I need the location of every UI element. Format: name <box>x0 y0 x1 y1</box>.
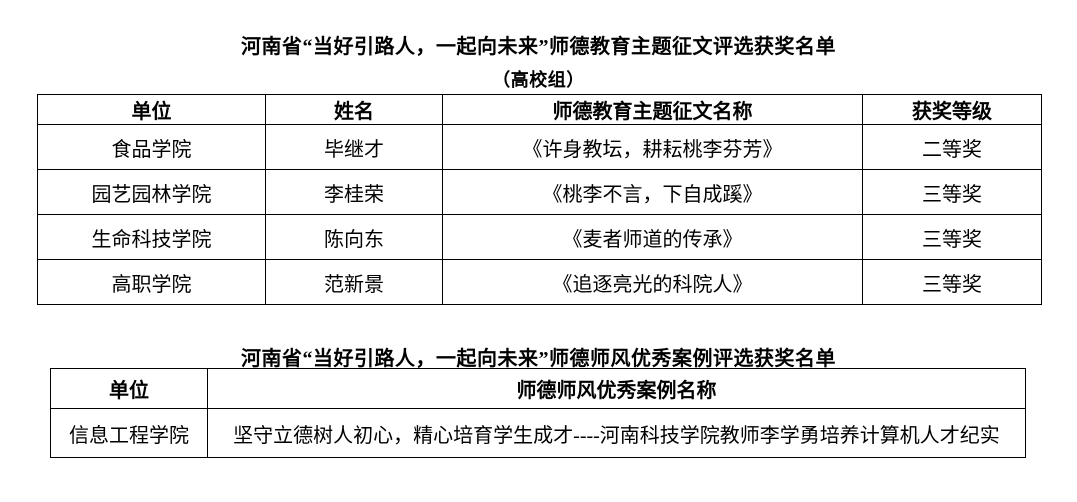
cell-unit: 园艺园林学院 <box>37 169 266 215</box>
table-row: 信息工程学院 坚守立德树人初心，精心培育学生成才----河南科技学院教师李学勇培… <box>50 408 1026 458</box>
cell-unit: 生命科技学院 <box>37 214 266 260</box>
cell-author-name: 范新景 <box>265 259 443 305</box>
header-award-level: 获奖等级 <box>862 94 1042 125</box>
table-row: 高职学院 范新景 《追逐亮光的科院人》 三等奖 <box>37 259 1042 305</box>
header-name: 姓名 <box>265 94 443 125</box>
cell-essay-title: 《麦者师道的传承》 <box>442 214 863 260</box>
cell-author-name: 毕继才 <box>265 124 443 170</box>
cell-award-level: 三等奖 <box>862 214 1042 260</box>
header-unit: 单位 <box>37 94 266 125</box>
cell-award-level: 三等奖 <box>862 169 1042 215</box>
cell-award-level: 三等奖 <box>862 259 1042 305</box>
header-unit: 单位 <box>50 368 208 409</box>
cell-unit: 信息工程学院 <box>50 408 208 458</box>
cell-essay-title: 《许身教坛，耕耘桃李芬芳》 <box>442 124 863 170</box>
table-header-row: 单位 姓名 师德教育主题征文名称 获奖等级 <box>37 94 1042 125</box>
essay-awards-table: 单位 姓名 师德教育主题征文名称 获奖等级 食品学院 毕继才 《许身教坛，耕耘桃… <box>37 94 1042 305</box>
cell-author-name: 李桂荣 <box>265 169 443 215</box>
cell-case-title: 坚守立德树人初心，精心培育学生成才----河南科技学院教师李学勇培养计算机人才纪… <box>207 408 1026 458</box>
header-essay-title: 师德教育主题征文名称 <box>442 94 863 125</box>
case-awards-title: 河南省“当好引路人，一起向未来”师德师风优秀案例评选获奖名单 <box>241 348 836 370</box>
case-awards-table: 单位 师德师风优秀案例名称 信息工程学院 坚守立德树人初心，精心培育学生成才--… <box>50 368 1026 458</box>
table-row: 生命科技学院 陈向东 《麦者师道的传承》 三等奖 <box>37 214 1042 260</box>
essay-awards-subtitle: （高校组） <box>492 70 585 90</box>
cell-unit: 食品学院 <box>37 124 266 170</box>
cell-essay-title: 《桃李不言，下自成蹊》 <box>442 169 863 215</box>
cell-author-name: 陈向东 <box>265 214 443 260</box>
table-row: 园艺园林学院 李桂荣 《桃李不言，下自成蹊》 三等奖 <box>37 169 1042 215</box>
essay-awards-title: 河南省“当好引路人，一起向未来”师德教育主题征文评选获奖名单 <box>241 36 836 58</box>
cell-essay-title: 《追逐亮光的科院人》 <box>442 259 863 305</box>
cell-unit: 高职学院 <box>37 259 266 305</box>
header-case-title: 师德师风优秀案例名称 <box>207 368 1026 409</box>
cell-award-level: 二等奖 <box>862 124 1042 170</box>
table-header-row: 单位 师德师风优秀案例名称 <box>50 368 1026 409</box>
table-row: 食品学院 毕继才 《许身教坛，耕耘桃李芬芳》 二等奖 <box>37 124 1042 170</box>
